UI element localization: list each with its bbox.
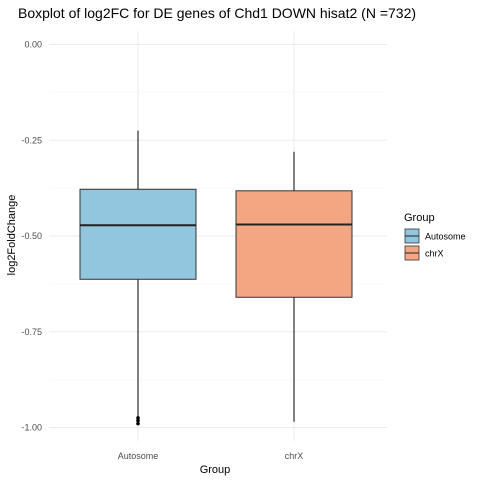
- x-axis-label: Group: [200, 464, 231, 476]
- y-tick-label: -0.75: [21, 327, 42, 337]
- box-iqr: [235, 190, 353, 298]
- box-autosome: [79, 130, 197, 426]
- box-chrx: [235, 151, 353, 422]
- legend-label: chrX: [425, 249, 444, 259]
- y-axis-label: log2FoldChange: [6, 195, 18, 276]
- legend-label: Autosome: [425, 232, 466, 242]
- outlier-point: [136, 416, 140, 420]
- outlier-point: [136, 418, 140, 423]
- x-tick-label: Autosome: [118, 451, 159, 461]
- legend-item-autosome: Autosome: [404, 228, 466, 244]
- legend-items: Autosome chrX: [404, 228, 466, 261]
- y-tick-label: 0.00: [24, 40, 42, 50]
- y-tick-label: -0.25: [21, 135, 42, 145]
- legend-title: Group: [404, 212, 435, 224]
- x-axis-ticks: Autosome chrX: [118, 451, 304, 461]
- y-tick-label: -1.00: [21, 423, 42, 433]
- x-tick-label: chrX: [285, 451, 304, 461]
- outlier-point: [136, 421, 140, 426]
- legend-item-chrx: chrX: [404, 245, 444, 261]
- box-iqr: [79, 188, 197, 280]
- legend: Group Autosome chrX: [404, 212, 466, 261]
- y-axis-ticks: 0.00 -0.25 -0.50 -0.75 -1.00: [21, 40, 42, 433]
- y-tick-label: -0.50: [21, 231, 42, 241]
- chart-title: Boxplot of log2FC for DE genes of Chd1 D…: [18, 5, 416, 21]
- box-series: [79, 130, 353, 426]
